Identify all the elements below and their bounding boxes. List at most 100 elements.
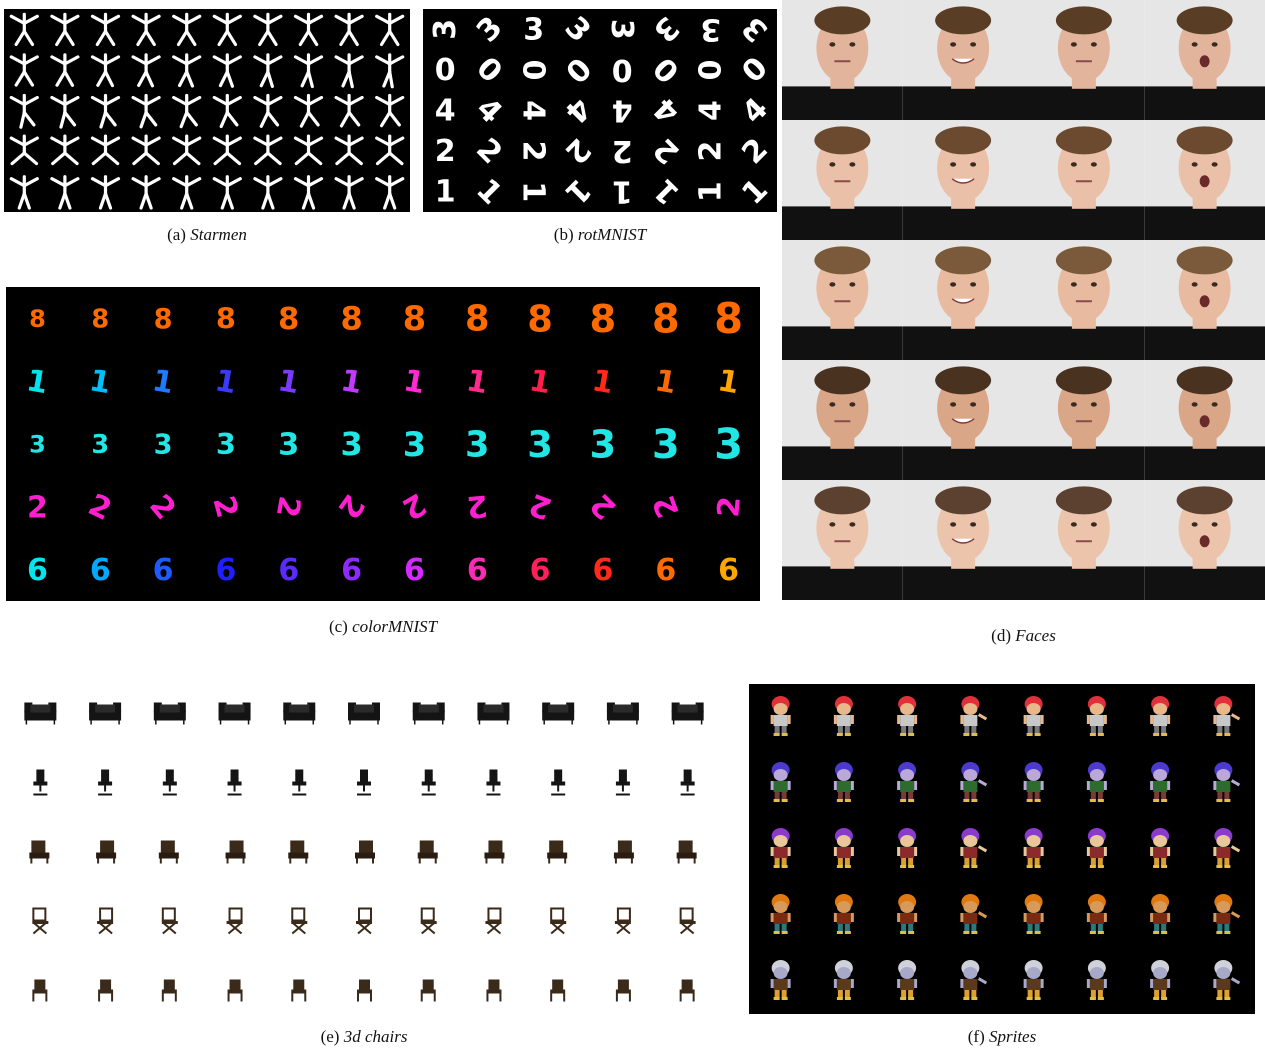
chair-render (356, 907, 372, 935)
chair-render (542, 702, 575, 725)
sprite-character (1023, 762, 1044, 802)
colormnist-digit: 6 (278, 553, 299, 588)
chair-render (225, 840, 246, 864)
colormnist-digit: 6 (467, 553, 488, 588)
face-portrait (1144, 480, 1265, 600)
chair-render (158, 840, 179, 864)
chair-render (417, 840, 438, 864)
sprite-character (1086, 894, 1107, 934)
starman (9, 134, 39, 166)
chair-render (162, 769, 177, 796)
rotmnist-digit: 0 (612, 52, 633, 87)
chair-render (477, 702, 510, 725)
starman (293, 12, 324, 47)
chair-render (357, 979, 372, 1002)
starman (50, 12, 80, 47)
caption-b-letter: (b) (553, 225, 574, 244)
chair-render (679, 979, 695, 1002)
sprite-character (1023, 960, 1044, 1000)
colormnist-digit: 8 (278, 302, 299, 337)
chair-render (547, 840, 568, 864)
starman (334, 175, 364, 210)
sprite-character (897, 828, 918, 868)
sprite-character (1150, 960, 1171, 1000)
faces-grid (782, 0, 1265, 600)
sprite-character (960, 894, 988, 934)
chair-render (96, 840, 117, 864)
colormnist-digit: 6 (718, 553, 739, 588)
chair-render (98, 979, 114, 1002)
face-portrait (782, 120, 903, 240)
chair-render (484, 840, 505, 864)
rotmnist-digit: 0 (435, 53, 456, 88)
chair-render (348, 702, 380, 725)
starman (293, 93, 324, 128)
chair-render (161, 979, 177, 1002)
colormnist-digit: 3 (714, 420, 743, 469)
rotmnist-digit: 1 (516, 181, 551, 202)
starman (293, 175, 324, 210)
chair-render (218, 702, 251, 725)
chair-render (227, 769, 242, 796)
colormnist-digit: 8 (91, 304, 109, 334)
chair-render (227, 979, 243, 1002)
sprite-character (897, 894, 918, 934)
sprite-character (1086, 762, 1107, 802)
chair-render (291, 979, 307, 1002)
chair-render (226, 907, 243, 935)
sprite-character (770, 828, 791, 868)
sprite-character (1213, 828, 1241, 868)
starman (172, 53, 202, 88)
face-portrait (1144, 360, 1265, 480)
face-portrait (902, 120, 1024, 240)
sprite-character (1023, 828, 1044, 868)
starman (212, 93, 242, 129)
face-portrait (782, 480, 903, 600)
chair-render (292, 769, 307, 796)
starman (253, 53, 283, 88)
sprite-character (1213, 894, 1241, 934)
colormnist-digit: 3 (465, 424, 489, 465)
chair-render (550, 907, 567, 935)
caption-f-letter: (f) (967, 1027, 985, 1046)
chair-render (32, 979, 48, 1002)
caption-b-name: rotMNIST (577, 225, 647, 244)
chair-render (615, 769, 630, 796)
colormnist-digit: 2 (465, 487, 489, 524)
starman (375, 134, 405, 166)
sprite-character (1086, 960, 1107, 1000)
starman (375, 93, 405, 128)
colormnist-digit: 8 (590, 297, 617, 342)
rotmnist-digit: 2 (435, 134, 456, 169)
colormnist-digit: 8 (714, 294, 743, 343)
colormnist-digit: 6 (215, 553, 236, 588)
sprite-character (833, 762, 854, 802)
starman (9, 175, 39, 210)
chair-render (486, 769, 501, 796)
chair-render (614, 907, 631, 935)
starman (90, 53, 121, 88)
starman (212, 12, 242, 47)
sprite-character (833, 894, 854, 934)
caption-d-letter: (d) (991, 626, 1011, 645)
starman (375, 53, 405, 89)
face-portrait (1023, 0, 1145, 120)
chairs-grid (8, 680, 720, 1025)
chair-render (420, 979, 436, 1002)
colormnist-digit: 3 (216, 427, 236, 461)
sprite-character (833, 960, 854, 1000)
sprite-character (833, 696, 854, 736)
chair-render (355, 840, 375, 864)
rotmnist-digit: 4 (435, 94, 456, 129)
starman (90, 175, 121, 210)
colormnist-digit: 3 (278, 428, 299, 463)
rotmnist-digit: 3 (428, 19, 463, 40)
caption-a-letter: (a) (167, 225, 186, 244)
chair-render (97, 907, 114, 935)
sprite-character (770, 696, 791, 736)
chair-render (161, 907, 178, 935)
caption-f: (f) Sprites (749, 1027, 1255, 1047)
rotmnist-digit: 2 (694, 141, 729, 162)
colormnist-digit: 2 (27, 490, 48, 525)
colormnist-digit: 8 (29, 305, 46, 333)
